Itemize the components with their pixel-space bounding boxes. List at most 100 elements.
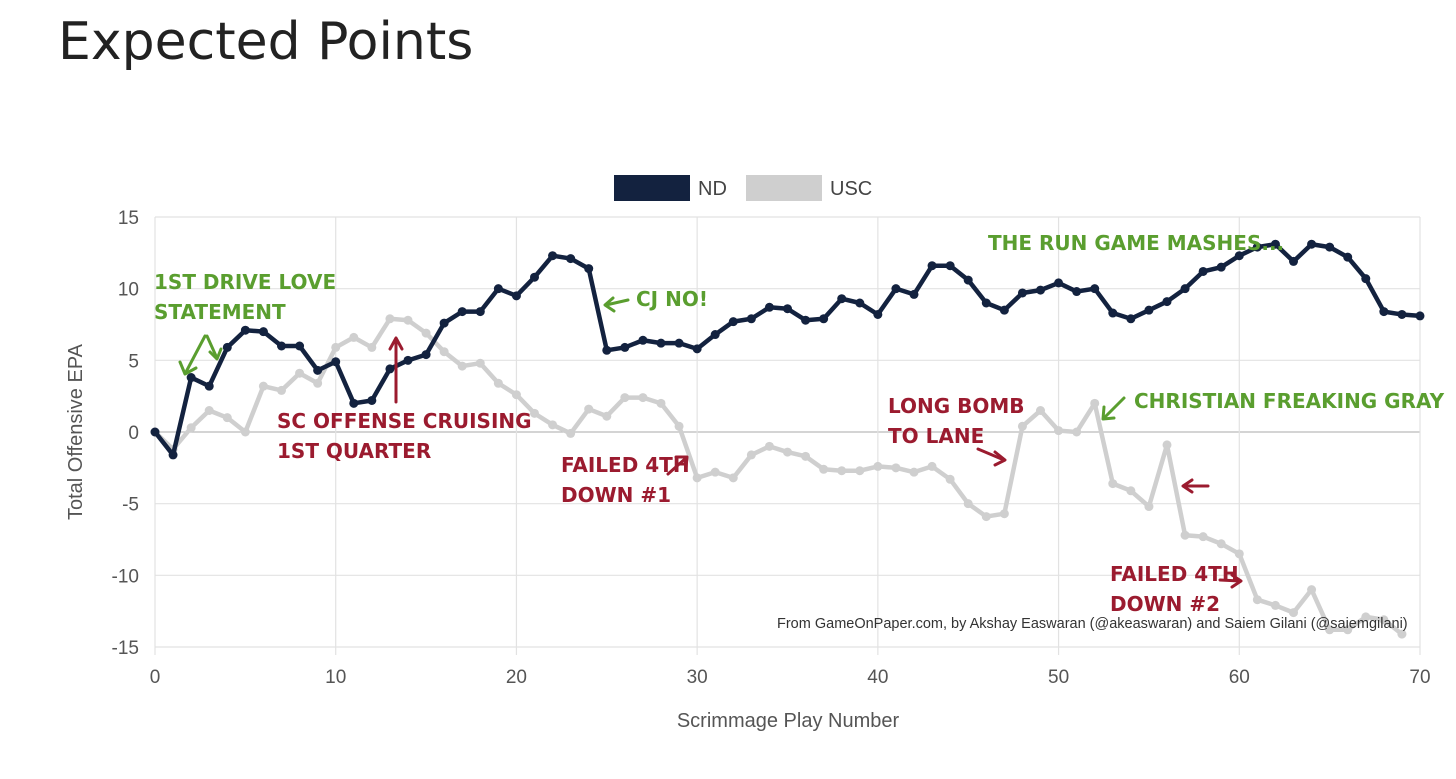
data-point-nd[interactable]: [909, 289, 919, 299]
data-point-nd[interactable]: [801, 315, 811, 325]
data-point-nd[interactable]: [1198, 266, 1208, 276]
data-point-nd[interactable]: [331, 357, 341, 367]
data-point-nd[interactable]: [313, 365, 323, 375]
legend-label-usc[interactable]: USC: [830, 178, 872, 200]
data-point-usc[interactable]: [204, 406, 214, 415]
data-point-usc[interactable]: [566, 428, 576, 438]
data-point-nd[interactable]: [1216, 262, 1226, 272]
data-point-nd[interactable]: [620, 342, 630, 352]
data-point-nd[interactable]: [1090, 284, 1100, 294]
data-point-nd[interactable]: [439, 318, 449, 328]
data-point-nd[interactable]: [855, 298, 865, 308]
data-point-nd[interactable]: [638, 335, 648, 345]
data-point-usc[interactable]: [1252, 595, 1262, 605]
data-point-usc[interactable]: [873, 461, 883, 471]
data-point-nd[interactable]: [367, 395, 377, 405]
data-point-nd[interactable]: [710, 330, 720, 340]
data-point-nd[interactable]: [403, 355, 413, 365]
data-point-usc[interactable]: [909, 467, 919, 477]
data-point-nd[interactable]: [349, 398, 359, 408]
data-point-usc[interactable]: [349, 332, 359, 342]
data-point-usc[interactable]: [439, 347, 449, 357]
data-point-nd[interactable]: [1270, 239, 1280, 249]
data-point-usc[interactable]: [1361, 612, 1371, 622]
data-point-usc[interactable]: [783, 447, 792, 457]
data-point-usc[interactable]: [1234, 549, 1244, 559]
data-point-usc[interactable]: [710, 467, 720, 477]
data-point-nd[interactable]: [1108, 308, 1118, 318]
data-point-nd[interactable]: [511, 291, 521, 301]
data-point-nd[interactable]: [891, 284, 901, 294]
data-point-usc[interactable]: [764, 441, 774, 451]
data-point-usc[interactable]: [240, 427, 250, 437]
data-point-usc[interactable]: [1198, 532, 1208, 542]
data-point-usc[interactable]: [331, 342, 341, 352]
data-point-usc[interactable]: [692, 473, 702, 483]
data-point-nd[interactable]: [168, 450, 178, 460]
data-point-usc[interactable]: [1162, 440, 1172, 450]
data-point-nd[interactable]: [457, 307, 467, 317]
data-point-usc[interactable]: [511, 390, 521, 400]
data-point-usc[interactable]: [963, 499, 973, 509]
data-point-nd[interactable]: [1144, 305, 1154, 315]
data-point-usc[interactable]: [927, 461, 937, 471]
data-point-usc[interactable]: [620, 393, 630, 403]
data-point-nd[interactable]: [222, 342, 232, 352]
data-point-nd[interactable]: [1307, 239, 1317, 249]
data-point-nd[interactable]: [295, 341, 305, 351]
data-point-usc[interactable]: [258, 381, 268, 391]
data-point-usc[interactable]: [548, 420, 558, 430]
data-point-usc[interactable]: [186, 423, 196, 433]
data-point-nd[interactable]: [475, 307, 485, 317]
data-point-nd[interactable]: [1397, 309, 1407, 319]
data-point-nd[interactable]: [566, 254, 576, 264]
data-point-nd[interactable]: [1379, 307, 1389, 317]
data-point-nd[interactable]: [204, 381, 214, 391]
data-point-usc[interactable]: [891, 463, 901, 473]
data-point-usc[interactable]: [602, 411, 612, 421]
data-point-nd[interactable]: [1234, 251, 1244, 261]
data-point-nd[interactable]: [1252, 242, 1262, 252]
data-point-usc[interactable]: [1397, 629, 1407, 639]
data-point-nd[interactable]: [945, 261, 955, 271]
data-point-usc[interactable]: [1307, 585, 1317, 595]
data-point-nd[interactable]: [1054, 278, 1064, 288]
data-point-nd[interactable]: [873, 309, 883, 319]
data-point-nd[interactable]: [1036, 285, 1045, 295]
data-point-usc[interactable]: [981, 512, 991, 522]
data-point-nd[interactable]: [548, 251, 558, 261]
data-point-usc[interactable]: [1289, 608, 1298, 618]
data-point-nd[interactable]: [1180, 284, 1190, 294]
data-point-usc[interactable]: [1054, 426, 1064, 436]
data-point-usc[interactable]: [855, 466, 865, 476]
data-point-usc[interactable]: [367, 342, 377, 352]
data-point-nd[interactable]: [819, 314, 829, 324]
data-point-nd[interactable]: [764, 302, 774, 312]
data-point-nd[interactable]: [1415, 311, 1425, 321]
data-point-usc[interactable]: [1379, 615, 1389, 625]
data-point-usc[interactable]: [1144, 502, 1154, 512]
data-point-nd[interactable]: [656, 338, 666, 348]
data-point-usc[interactable]: [1343, 625, 1353, 635]
data-point-usc[interactable]: [421, 328, 431, 338]
data-point-nd[interactable]: [674, 338, 684, 348]
data-point-nd[interactable]: [186, 373, 196, 383]
data-point-nd[interactable]: [927, 261, 937, 271]
data-point-usc[interactable]: [746, 450, 756, 460]
data-point-usc[interactable]: [1126, 486, 1136, 496]
data-point-usc[interactable]: [1325, 625, 1335, 635]
data-point-usc[interactable]: [945, 474, 955, 484]
data-point-nd[interactable]: [277, 341, 286, 351]
data-point-nd[interactable]: [1361, 274, 1371, 284]
data-point-usc[interactable]: [728, 473, 738, 483]
data-point-nd[interactable]: [493, 284, 503, 294]
data-point-nd[interactable]: [837, 294, 847, 304]
data-point-usc[interactable]: [1090, 398, 1100, 408]
data-point-usc[interactable]: [1180, 530, 1190, 540]
data-point-nd[interactable]: [1343, 252, 1353, 262]
data-point-nd[interactable]: [981, 298, 991, 308]
data-point-nd[interactable]: [150, 427, 160, 437]
data-point-usc[interactable]: [801, 451, 811, 461]
data-point-usc[interactable]: [385, 314, 395, 324]
data-point-usc[interactable]: [1270, 600, 1280, 610]
